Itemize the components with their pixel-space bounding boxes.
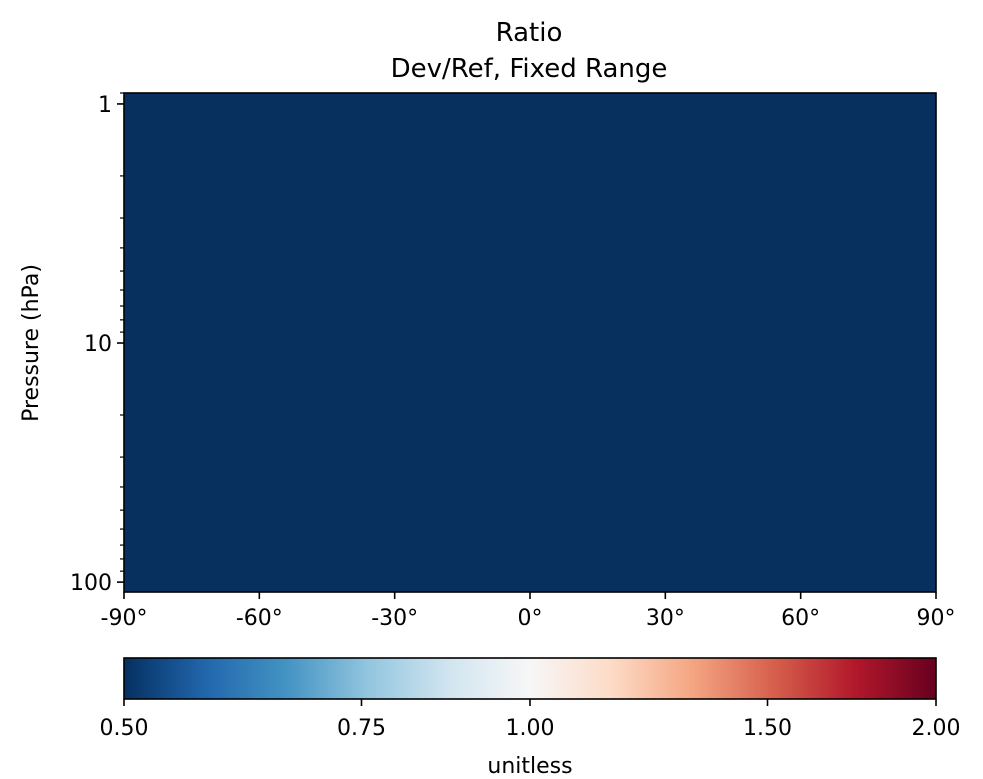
colorbar-tick-label: 1.00 <box>506 716 555 741</box>
colorbar-tick-label: 0.50 <box>100 716 149 741</box>
y-tick-label: 100 <box>70 571 112 596</box>
y-tick-label: 10 <box>84 332 112 357</box>
x-tick-label: 60° <box>781 606 820 631</box>
x-tick-label: 30° <box>646 606 685 631</box>
x-tick-label: 90° <box>917 606 956 631</box>
y-axis: 1 10 100 <box>70 92 124 596</box>
colorbar-tick-label: 0.75 <box>337 716 386 741</box>
colorbar-tick-label: 2.00 <box>912 716 961 741</box>
x-axis: -90° -60° -30° 0° 30° 60° 90° <box>101 592 956 631</box>
x-tick-label: -30° <box>371 606 418 631</box>
colorbar-label: unitless <box>487 754 572 779</box>
chart-title: Ratio <box>496 18 563 48</box>
x-tick-label: -60° <box>236 606 283 631</box>
chart-subtitle: Dev/Ref, Fixed Range <box>391 54 668 84</box>
x-tick-label: -90° <box>101 606 148 631</box>
y-tick-label: 1 <box>98 93 112 118</box>
colorbar <box>123 657 937 700</box>
colorbar-axis: 0.50 0.75 1.00 1.50 2.00 <box>100 699 961 741</box>
heatmap-field <box>124 93 936 592</box>
x-tick-label: 0° <box>518 606 543 631</box>
colorbar-tick-label: 1.50 <box>743 716 792 741</box>
y-axis-label: Pressure (hPa) <box>19 264 44 422</box>
